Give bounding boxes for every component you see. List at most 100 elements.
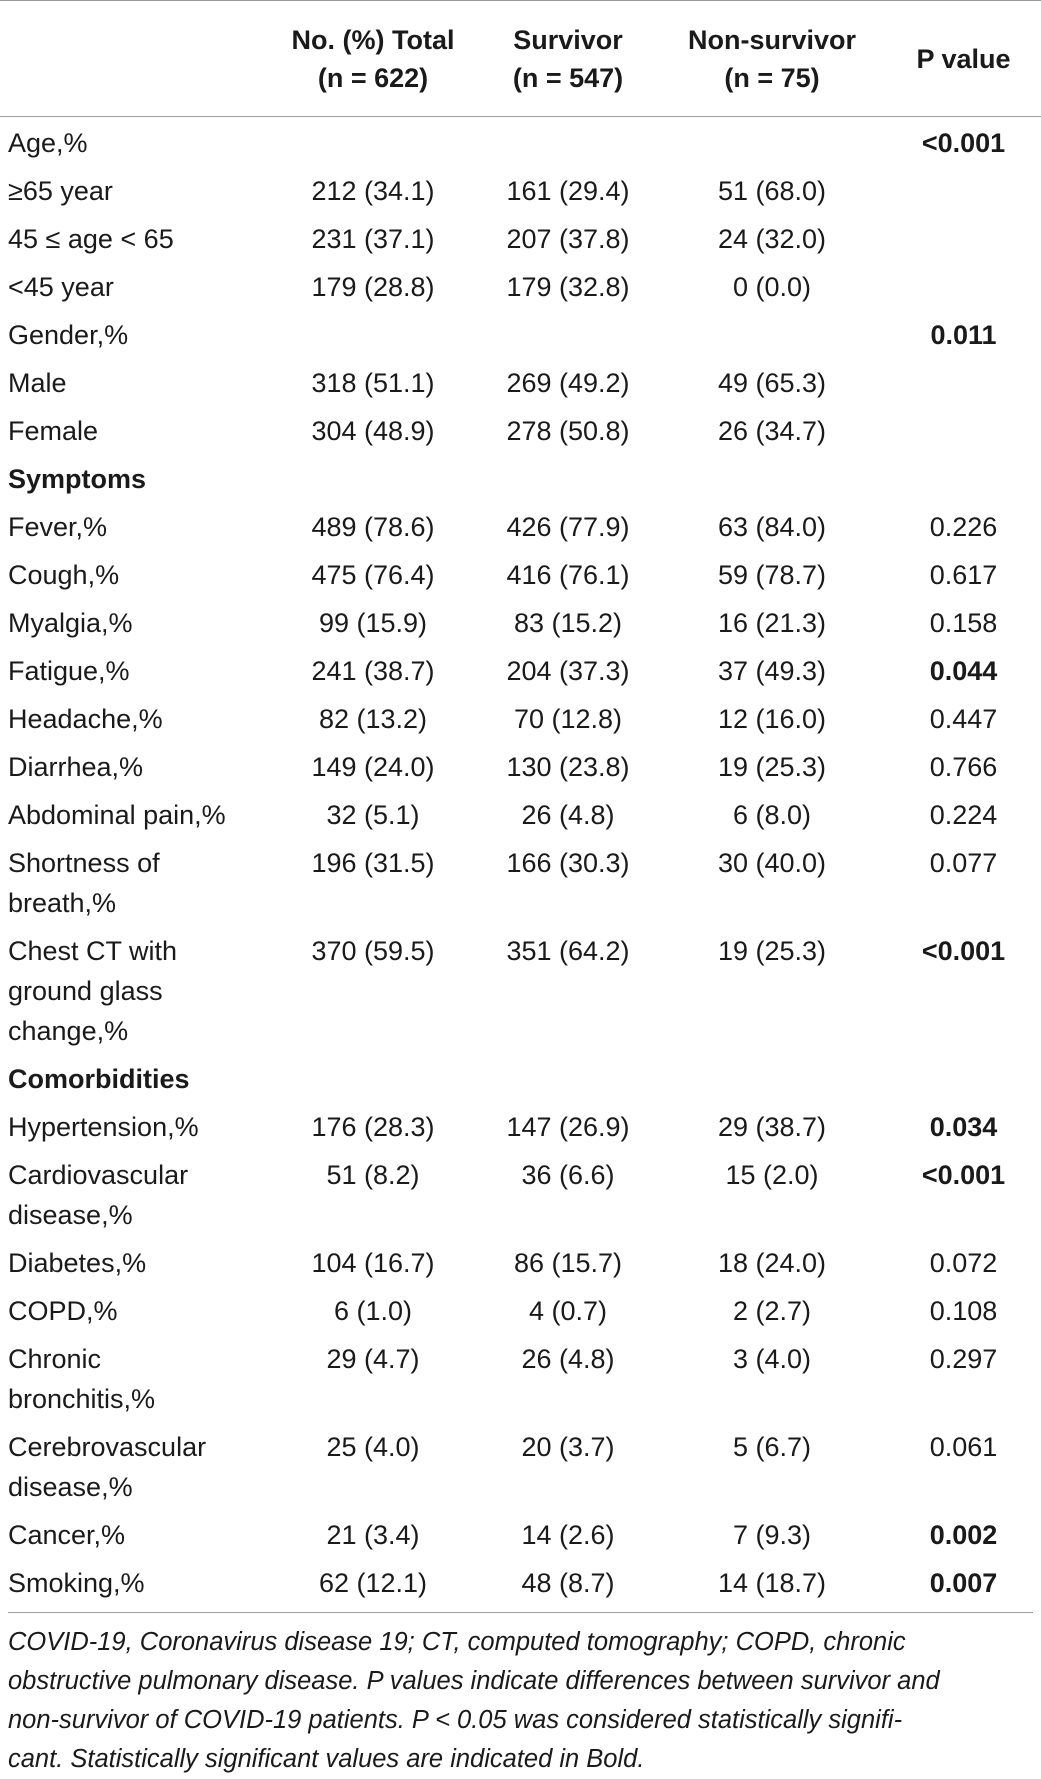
row-label-line: Diabetes,%: [8, 1248, 147, 1278]
cell-total: 475 (76.4): [311, 560, 435, 590]
row-label-line: Cerebrovascular: [8, 1432, 207, 1462]
cell-nonsurvivor: 12 (16.0): [717, 704, 827, 734]
cell-total: 231 (37.1): [311, 224, 435, 254]
cell-nonsurvivor: [658, 453, 886, 501]
cell-survivor: 20 (3.7): [521, 1432, 615, 1462]
row-label: Myalgia,%: [0, 597, 268, 645]
cell-survivor: 278 (50.8): [506, 416, 630, 446]
cell-survivor: 426 (77.9): [506, 512, 630, 542]
cell-nonsurvivor: [658, 117, 886, 166]
cell-total: 212 (34.1): [311, 176, 435, 206]
table-row: 45 ≤ age < 65 231 (37.1) 207 (37.8) 24 (32.…: [0, 213, 1041, 261]
row-label: Abdominal pain,%: [0, 789, 268, 837]
table-row: Cerebrovascular disease,% 25 (4.0) 20 (3.7)…: [0, 1421, 1041, 1509]
table-row: Cough,% 475 (76.4) 416 (76.1) 59 (78.7) 0.61…: [0, 549, 1041, 597]
cell-survivor: 204 (37.3): [506, 656, 630, 686]
row-label: Fatigue,%: [0, 645, 268, 693]
cell-total: [268, 453, 478, 501]
row-label-line: Smoking,%: [8, 1568, 145, 1598]
row-label: Cerebrovascular disease,%: [0, 1421, 268, 1509]
cell-nonsurvivor: 37 (49.3): [717, 656, 827, 686]
row-label-line: breath,%: [8, 888, 117, 918]
table-row: Cancer,% 21 (3.4) 14 (2.6) 7 (9.3) 0.002: [0, 1509, 1041, 1557]
row-label: 45 ≤ age < 65: [0, 213, 268, 261]
table-row: Headache,% 82 (13.2) 70 (12.8) 12 (16.0) 0.4…: [0, 693, 1041, 741]
cell-p-value: 0.226: [929, 512, 998, 542]
table-row: Cardiovascular disease,% 51 (8.2) 36 (6.6) 1…: [0, 1149, 1041, 1237]
table-row: Abdominal pain,% 32 (5.1) 26 (4.8) 6 (8.0) 0…: [0, 789, 1041, 837]
cell-survivor: 207 (37.8): [506, 224, 630, 254]
header-survivor-line1: Survivor: [513, 24, 623, 55]
cell-nonsurvivor: 2 (2.7): [732, 1296, 812, 1326]
table-row: Hypertension,% 176 (28.3) 147 (26.9) 29 (38…: [0, 1101, 1041, 1149]
row-label: Chronic bronchitis,%: [0, 1333, 268, 1421]
cell-p-value: 0.061: [929, 1432, 998, 1462]
table-row: Diabetes,% 104 (16.7) 86 (15.7) 18 (24.0) 0.…: [0, 1237, 1041, 1285]
row-label-line: Myalgia,%: [8, 608, 133, 638]
cell-survivor: 86 (15.7): [513, 1248, 623, 1278]
cell-total: 82 (13.2): [318, 704, 428, 734]
cell-p-value: 0.007: [929, 1568, 998, 1598]
cell-nonsurvivor: 59 (78.7): [717, 560, 827, 590]
cell-total: 179 (28.8): [311, 272, 435, 302]
cell-total: 99 (15.9): [318, 608, 428, 638]
row-label: Age,%: [0, 117, 268, 166]
row-label: ≥65 year: [0, 165, 268, 213]
table-body: Age,% <0.001 ≥65 year 212 (34.1) 161 (29.4) 5…: [0, 117, 1041, 1606]
cell-nonsurvivor: 6 (8.0): [732, 800, 812, 830]
cell-survivor: [478, 1053, 658, 1101]
cell-nonsurvivor: 18 (24.0): [717, 1248, 827, 1278]
cell-p-value: 0.447: [929, 704, 998, 734]
cell-p-value: [886, 405, 1041, 453]
section-header-row: Symptoms: [0, 453, 1041, 501]
cell-survivor: 179 (32.8): [506, 272, 630, 302]
cell-survivor: 48 (8.7): [521, 1568, 615, 1598]
row-label: Headache,%: [0, 693, 268, 741]
cell-nonsurvivor: 19 (25.3): [717, 936, 827, 966]
cell-p-value: 0.002: [929, 1520, 998, 1550]
cell-survivor: 416 (76.1): [506, 560, 630, 590]
cell-total: 6 (1.0): [333, 1296, 413, 1326]
row-label: Diarrhea,%: [0, 741, 268, 789]
row-label-line: Fatigue,%: [8, 656, 130, 686]
cell-survivor: 4 (0.7): [528, 1296, 608, 1326]
header-blank: [0, 1, 268, 117]
cell-nonsurvivor: 5 (6.7): [732, 1432, 812, 1462]
cell-survivor: 70 (12.8): [513, 704, 623, 734]
cell-survivor: [478, 453, 658, 501]
row-label-line: Chronic: [8, 1344, 102, 1374]
cell-total: 29 (4.7): [326, 1344, 420, 1374]
row-label-line: change,%: [8, 1016, 129, 1046]
row-label: Diabetes,%: [0, 1237, 268, 1285]
row-label: Hypertension,%: [0, 1101, 268, 1149]
table-row: Male 318 (51.1) 269 (49.2) 49 (65.3): [0, 357, 1041, 405]
header-total-line2: (n = 622): [317, 62, 429, 93]
cell-total: 489 (78.6): [311, 512, 435, 542]
cell-total: 21 (3.4): [326, 1520, 420, 1550]
row-label-line: disease,%: [8, 1200, 133, 1230]
cell-survivor: 166 (30.3): [506, 848, 630, 878]
row-label-line: Age,%: [8, 128, 88, 158]
footnote-line: cant. Statistically significant values a…: [8, 1745, 645, 1773]
cell-total: 149 (24.0): [311, 752, 435, 782]
cell-nonsurvivor: 16 (21.3): [717, 608, 827, 638]
table-row: Myalgia,% 99 (15.9) 83 (15.2) 16 (21.3) 0.15…: [0, 597, 1041, 645]
row-label-line: Headache,%: [8, 704, 163, 734]
table-row: Chronic bronchitis,% 29 (4.7) 26 (4.8) 3 (4.…: [0, 1333, 1041, 1421]
cell-p-value: 0.617: [929, 560, 998, 590]
cell-survivor: [478, 309, 658, 357]
header-survivor: Survivor (n = 547): [478, 1, 658, 117]
cell-total: 370 (59.5): [311, 936, 435, 966]
cell-p-value: 0.158: [929, 608, 998, 638]
cell-total: 51 (8.2): [326, 1160, 420, 1190]
header-nonsurvivor-line1: Non-survivor: [687, 24, 857, 55]
cell-p-value: 0.011: [930, 320, 997, 350]
cell-survivor: 147 (26.9): [506, 1112, 630, 1142]
cell-p-value: [886, 357, 1041, 405]
row-label-line: Chest CT with: [8, 936, 178, 966]
table-header-row: No. (%) Total (n = 622) Survivor (n = 54…: [0, 0, 1041, 117]
row-label: Symptoms: [0, 453, 268, 501]
cell-total: [268, 1053, 478, 1101]
row-label-line: ground glass: [8, 976, 163, 1006]
